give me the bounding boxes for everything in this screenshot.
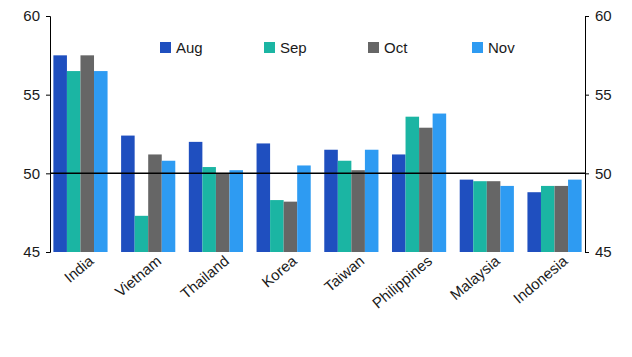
tick-label: 50 [595,165,612,182]
category-label: Taiwan [321,252,368,295]
bar [324,150,338,252]
bar [541,186,555,252]
legend: Aug Sep Oct Nov [160,39,515,56]
category-label: Korea [258,251,300,290]
bar [365,150,379,252]
tick: 50 [585,165,612,182]
bar [80,55,94,252]
bar [53,55,67,252]
category-label: Vietnam [111,252,164,300]
bar [297,165,311,252]
tick: Vietnam [111,252,164,300]
bar [406,117,420,252]
tick-mark [585,95,589,96]
bar [121,136,135,252]
bar [487,181,501,252]
legend-item: Sep [264,39,307,56]
tick: 55 [585,86,612,103]
legend-item: Oct [368,39,408,56]
category-label: Philippines [369,252,436,312]
tick-mark [46,16,50,17]
tick-mark [46,252,50,253]
bar-series [67,71,555,252]
bar [419,128,433,252]
tick-label: 55 [23,86,40,103]
plot-area [50,55,585,252]
bar [473,181,487,252]
bar [94,71,108,252]
category-label: Indonesia [510,252,571,307]
bar [500,186,514,252]
bar-series [94,71,582,252]
tick: Taiwan [321,252,368,295]
bar [257,143,271,252]
category-label: India [61,251,97,285]
tick: Indonesia [510,252,571,307]
tick-label: 45 [23,243,40,260]
tick-label: 55 [595,86,612,103]
bar [216,173,230,252]
legend-swatch [472,42,483,53]
bar [135,216,149,252]
chart: 45 50 55 60 45 50 55 60 India Vietnam Thailand Kore… [0,0,632,357]
tick-mark [585,16,589,17]
tick-mark [46,173,50,174]
bar [338,161,352,252]
bar [392,154,406,252]
bar [148,154,162,252]
bar [433,114,447,252]
tick: Philippines [369,252,436,312]
legend-label: Nov [488,39,515,56]
tick: 60 [23,7,50,24]
tick: Korea [258,251,300,290]
bar [67,71,81,252]
bar [284,202,298,252]
bar [229,170,243,252]
bar [460,180,474,252]
legend-swatch [264,42,275,53]
y2-axis: 45 50 55 60 [585,7,612,260]
legend-swatch [160,42,171,53]
tick-label: 45 [595,243,612,260]
legend-item: Nov [472,39,515,56]
tick-label: 60 [595,7,612,24]
bar [202,167,216,252]
tick-mark [585,252,589,253]
y2-axis-line [586,17,590,253]
tick-label: 50 [23,165,40,182]
tick: Malaysia [447,251,504,302]
tick: 50 [23,165,50,182]
tick: 45 [23,243,50,260]
tick-label: 60 [23,7,40,24]
bar [527,192,541,252]
y-axis-line [46,17,51,253]
reference-line [50,173,585,175]
bar-series [80,55,568,252]
legend-label: Oct [384,39,408,56]
category-label: Malaysia [447,251,504,302]
bar [568,180,582,252]
bar [162,161,176,252]
tick: 45 [585,243,612,260]
tick-mark [585,173,589,174]
y-axis: 45 50 55 60 [23,7,50,260]
tick: 60 [585,7,612,24]
tick: Thailand [177,252,232,302]
legend-label: Aug [176,39,203,56]
category-label: Thailand [177,252,232,302]
bar [555,186,569,252]
legend-item: Aug [160,39,203,56]
bar [189,142,203,252]
bar [351,170,365,252]
legend-swatch [368,42,379,53]
tick-mark [46,95,50,96]
legend-label: Sep [280,39,307,56]
bar-series [53,55,541,252]
x-axis: India Vietnam Thailand Korea TaiwanPhilippin… [61,251,571,311]
tick: 55 [23,86,50,103]
bar [270,200,284,252]
tick: India [61,251,97,285]
